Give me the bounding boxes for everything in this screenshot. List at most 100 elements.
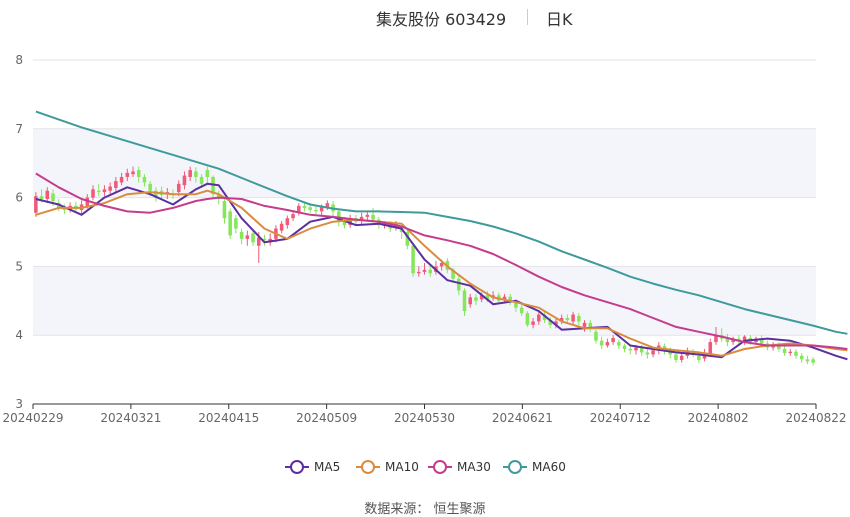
x-tick-label: 20240415 [198,411,259,425]
candle-body [474,297,478,301]
candle-body [639,347,644,353]
candle-body [142,176,147,183]
candle-body [439,262,444,267]
legend-ma60-label: MA60 [532,460,566,474]
candle-body [594,331,598,341]
candle-body [279,223,284,231]
candle-body [34,196,38,213]
candle-body [411,245,415,274]
y-tick-label: 4 [15,328,23,342]
x-tick-label: 20240822 [785,411,846,425]
candle-body [114,181,118,188]
legend-ma60-marker [503,460,527,474]
candle-body [805,359,810,362]
candle-body [371,214,375,220]
candle-body [405,232,410,246]
candle-body [605,342,610,346]
candle-body [91,189,95,198]
candle-body [462,290,467,312]
candle-body [234,218,238,229]
candle-body [577,315,581,322]
candle-body [176,183,181,193]
ma-line-ma30 [35,172,848,350]
candle-body [531,321,535,325]
candle-body [479,295,484,300]
legend-ma30-dot [433,460,447,474]
candle-body [342,220,347,226]
candle-body [182,175,187,186]
candle-body [222,201,227,219]
title-separator [527,9,528,25]
y-tick-label: 8 [15,53,23,67]
legend-item-ma5[interactable]: MA5 [285,458,340,476]
candle-body [296,205,301,213]
candle-body [525,313,530,325]
candle-body [205,170,210,177]
candle-body [559,318,564,322]
candle-body [548,320,553,325]
candle-body [759,338,764,344]
ma-line-ma60 [35,110,848,335]
grid-band [33,128,816,198]
candle-body [622,345,627,349]
candle-body [188,170,192,177]
period-label: 日K [546,10,573,29]
x-tick-label: 20240621 [492,411,553,425]
candle-body [154,190,158,198]
data-source: 数据来源： 恒生聚源 [364,502,486,517]
candle-body [314,209,318,212]
candle-body [725,338,730,343]
legend-ma10-marker [356,460,380,474]
candle-body [194,171,198,177]
x-tick-label: 20240509 [296,411,357,425]
y-tick-label: 6 [15,191,23,205]
candle-body [319,207,324,212]
chart-title: 集友股份 603429 [376,10,507,29]
candle-body [102,189,107,193]
candle-body [514,302,518,308]
candle-body [485,295,490,300]
legend-ma10-label: MA10 [385,460,419,474]
legend-item-ma30[interactable]: MA30 [428,458,491,476]
candle-body [697,355,701,360]
y-tick-label: 3 [15,397,23,411]
y-tick-label: 5 [15,259,23,273]
candle-body [737,338,741,341]
candle-body [565,318,570,321]
candle-body [365,214,370,217]
candle-body [451,269,455,279]
candle-body [582,322,587,327]
legend-ma60-dot [508,460,522,474]
legend-item-ma60[interactable]: MA60 [503,458,566,476]
candle-body [588,322,593,329]
candle-body [617,342,621,346]
candle-body [542,314,547,321]
candle-body [457,278,461,291]
candle-body [148,183,152,191]
candle-body [651,350,655,355]
candle-body [108,186,112,191]
legend-ma30-label: MA30 [457,460,491,474]
candle-body [782,348,787,354]
candle-body [211,176,215,195]
candle-body [199,176,204,184]
candle-body [599,340,604,346]
candle-body [216,194,221,199]
candle-body [468,297,472,305]
candle-body [45,190,50,199]
candle-body [285,218,290,226]
legend-item-ma10[interactable]: MA10 [356,458,419,476]
candle-body [262,238,267,241]
legend-ma10-dot [361,460,375,474]
candle-body [708,342,713,355]
candle-body [245,235,250,239]
candle-body [256,237,261,246]
x-tick-label: 20240321 [100,411,161,425]
candle-body [39,196,44,199]
candle-body [228,211,232,236]
candle-body [811,359,815,363]
ma-line-ma5 [35,182,848,361]
x-tick-label: 20240802 [688,411,749,425]
chart-header: 集友股份 603429 日K [0,6,850,29]
candle-body [799,355,804,360]
